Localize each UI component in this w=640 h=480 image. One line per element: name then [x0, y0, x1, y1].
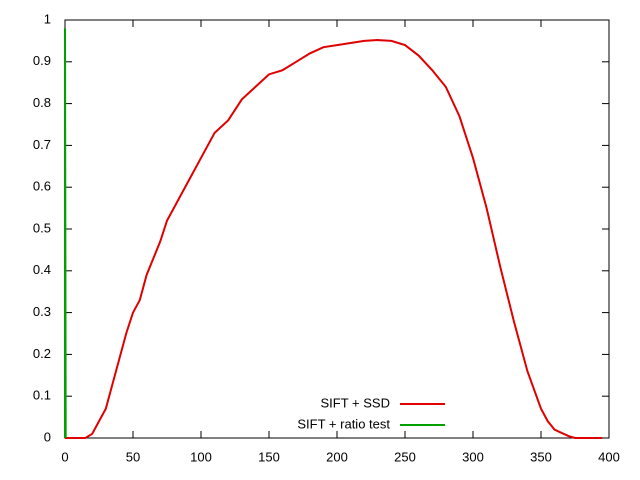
- x-tick-label: 100: [190, 449, 212, 464]
- x-tick-label: 200: [326, 449, 348, 464]
- x-tick-label: 0: [61, 449, 68, 464]
- legend-label: SIFT + ratio test: [297, 416, 390, 431]
- y-tick-label: 0.3: [33, 304, 51, 319]
- y-tick-label: 0.8: [33, 95, 51, 110]
- y-tick-label: 1: [44, 11, 51, 26]
- x-tick-label: 350: [530, 449, 552, 464]
- y-tick-label: 0.1: [33, 388, 51, 403]
- x-tick-label: 250: [394, 449, 416, 464]
- y-tick-label: 0.9: [33, 53, 51, 68]
- x-tick-label: 150: [258, 449, 280, 464]
- series-line: [64, 28, 67, 439]
- plot-border: [64, 19, 610, 439]
- y-tick-label: 0.4: [33, 262, 51, 277]
- legend-label: SIFT + SSD: [321, 395, 390, 410]
- y-tick-label: 0.6: [33, 179, 51, 194]
- x-tick-label: 300: [462, 449, 484, 464]
- y-tick-label: 0: [44, 429, 51, 444]
- x-tick-label: 400: [598, 449, 620, 464]
- series-line: [65, 39, 603, 439]
- y-tick-label: 0.7: [33, 137, 51, 152]
- x-tick-label: 50: [126, 449, 140, 464]
- y-tick-label: 0.5: [33, 220, 51, 235]
- y-tick-label: 0.2: [33, 346, 51, 361]
